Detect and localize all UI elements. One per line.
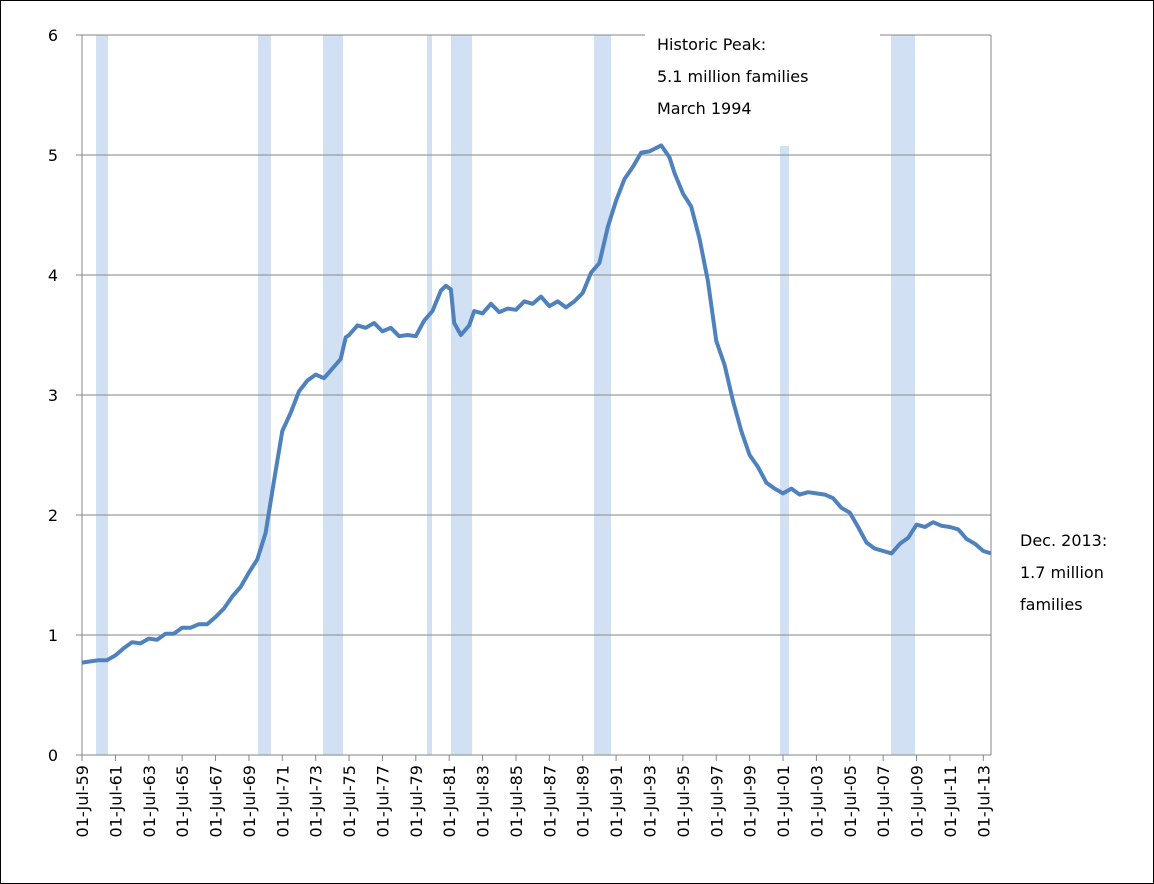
y-tick-label: 2 [48,506,58,525]
annotation: Historic Peak: [657,35,766,54]
annotation: families [1020,595,1083,614]
x-tick-label: 01-Jul-03 [807,765,826,837]
x-tick-label: 01-Jul-11 [941,765,960,837]
y-tick-label: 6 [48,26,58,45]
x-tick-label: 01-Jul-13 [974,765,993,837]
y-tick-label: 1 [48,626,58,645]
x-tick-label: 01-Jul-83 [474,765,493,837]
x-tick-label: 01-Jul-99 [741,765,760,837]
x-tick-label: 01-Jul-05 [841,765,860,837]
annotation: 5.1 million families [657,67,808,86]
y-tick-label: 0 [48,746,58,765]
x-tick-label: 01-Jul-59 [73,765,92,837]
x-tick-label: 01-Jul-73 [307,765,326,837]
x-tick-label: 01-Jul-01 [774,765,793,837]
y-tick-label: 3 [48,386,58,405]
x-tick-label: 01-Jul-79 [407,765,426,837]
y-tick-label: 4 [48,266,58,285]
x-tick-label: 01-Jul-75 [340,765,359,837]
annotation: March 1994 [657,99,752,118]
y-tick-label: 5 [48,146,58,165]
x-tick-label: 01-Jul-09 [908,765,927,837]
x-tick-label: 01-Jul-61 [106,765,125,837]
x-tick-label: 01-Jul-91 [607,765,626,837]
annotation: Dec. 2013: [1020,531,1107,550]
x-tick-label: 01-Jul-77 [373,765,392,837]
x-tick-label: 01-Jul-93 [640,765,659,837]
x-tick-label: 01-Jul-65 [173,765,192,837]
annotation: 1.7 million [1020,563,1104,582]
x-tick-label: 01-Jul-71 [273,765,292,837]
x-tick-label: 01-Jul-89 [574,765,593,837]
data-line [81,143,992,665]
x-tick-label: 01-Jul-85 [507,765,526,837]
x-tick-label: 01-Jul-97 [707,765,726,837]
x-tick-label: 01-Jul-07 [874,765,893,837]
annotation-background [645,30,880,146]
x-tick-label: 01-Jul-67 [207,765,226,837]
x-tick-label: 01-Jul-69 [240,765,259,837]
x-tick-label: 01-Jul-87 [540,765,559,837]
x-tick-label: 01-Jul-95 [674,765,693,837]
x-tick-label: 01-Jul-81 [440,765,459,837]
x-tick-label: 01-Jul-63 [140,765,159,837]
